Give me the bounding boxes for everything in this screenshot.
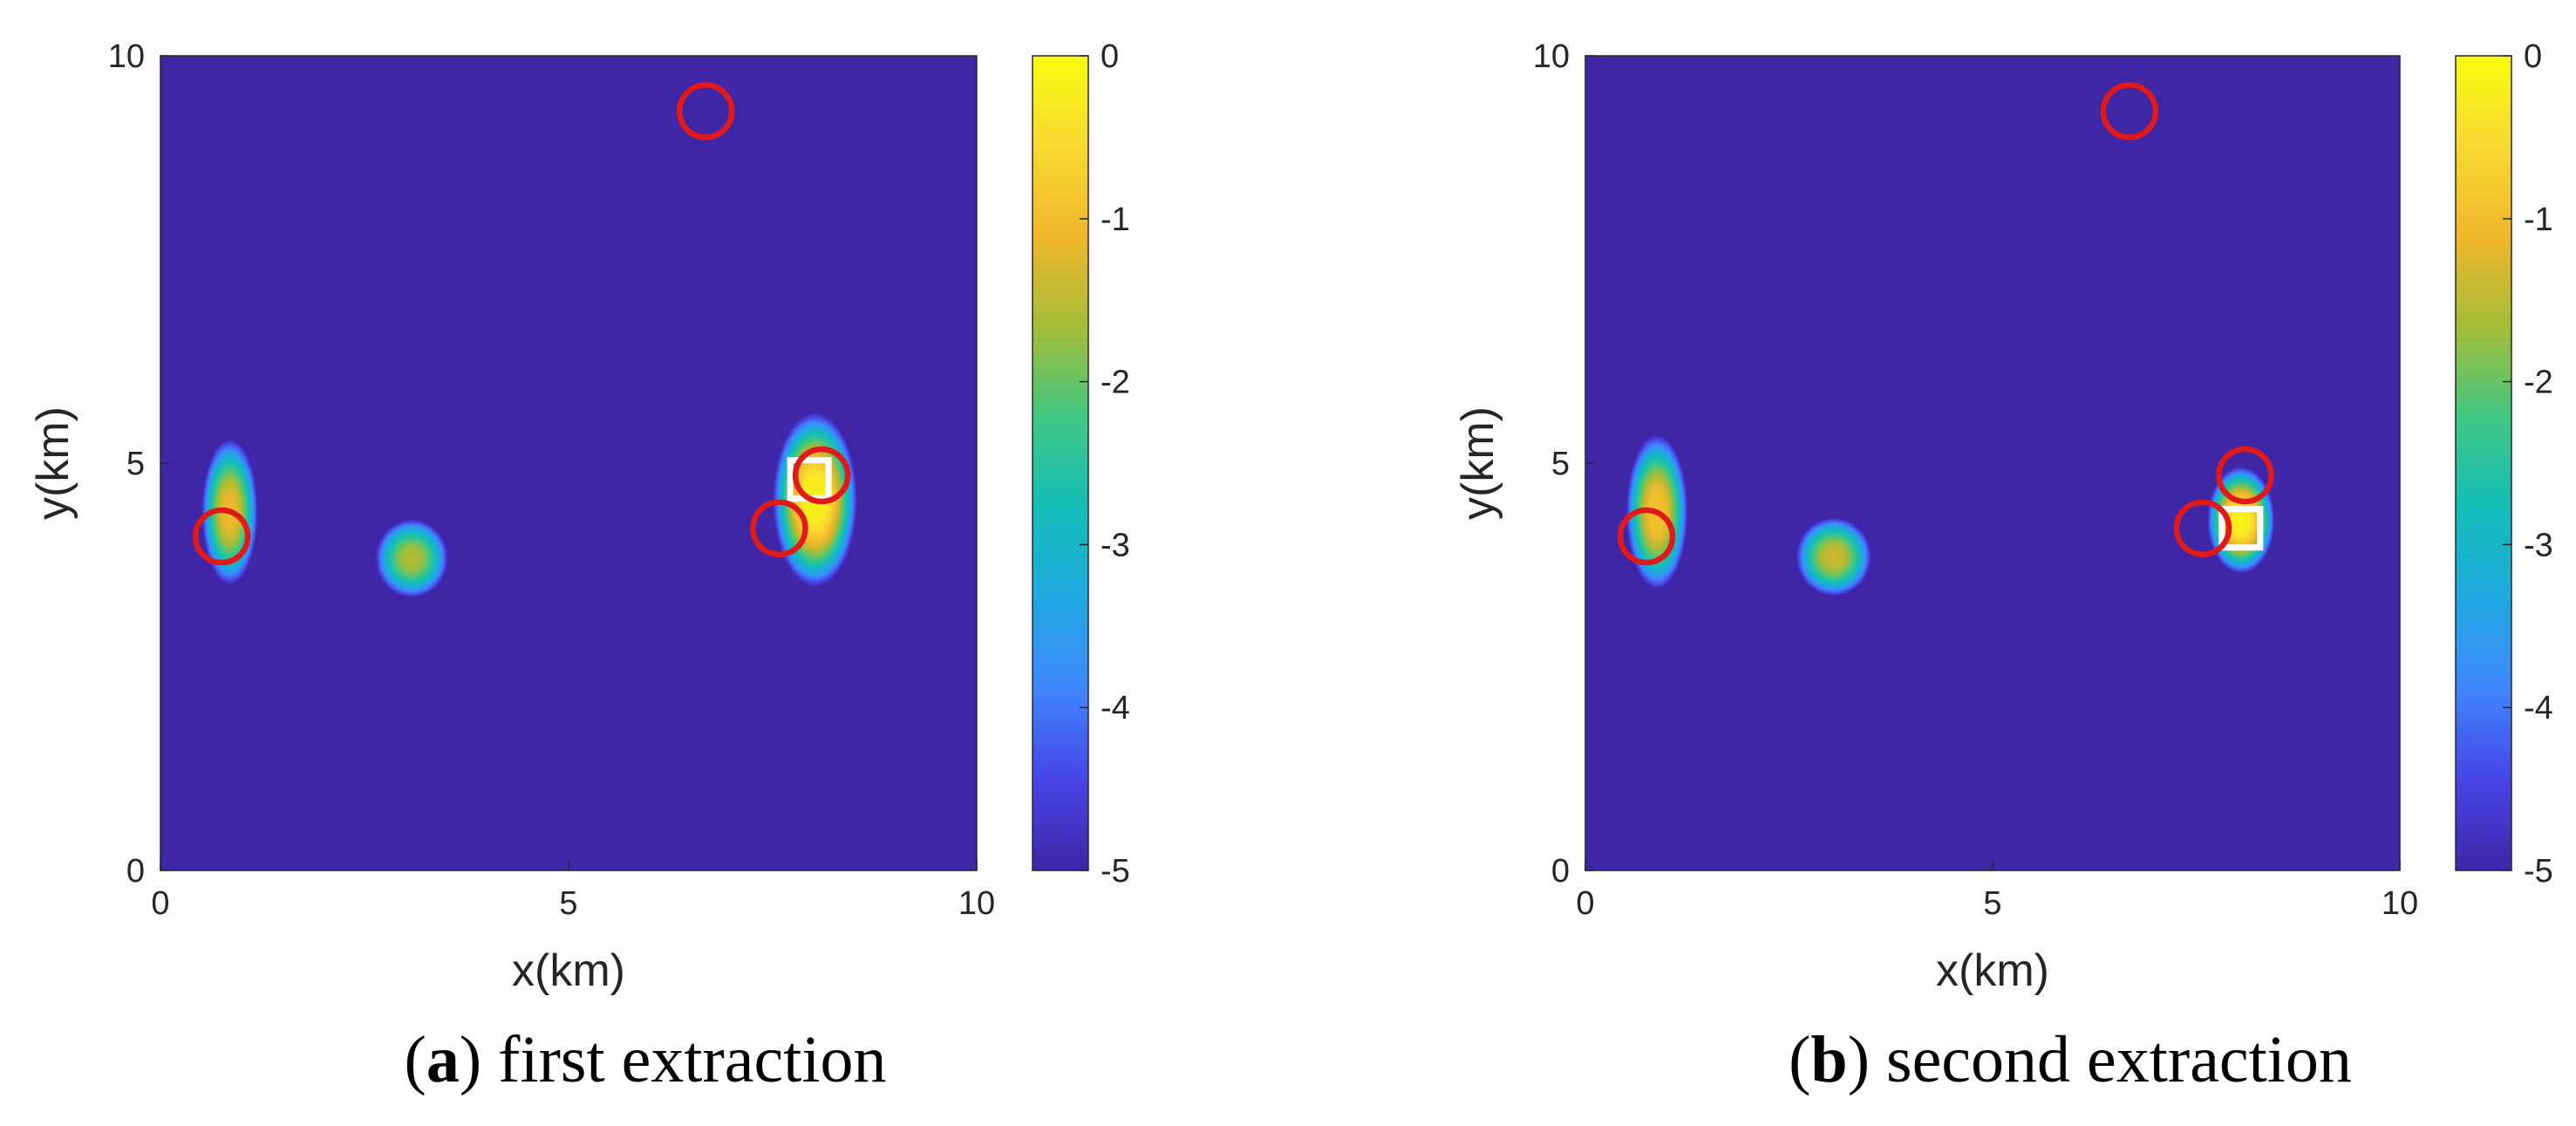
x-tick-label: 0	[1576, 885, 1594, 922]
caption-letter: b	[1810, 1023, 1847, 1096]
target-marker	[1617, 507, 1676, 566]
x-tick-label: 10	[958, 885, 995, 922]
panel-caption: (a) first extraction	[405, 1023, 887, 1096]
colorbar: 0 -1 -2 -3 -4 -5	[1032, 38, 1130, 890]
colorbar-tick-label: -3	[2524, 527, 2553, 563]
caption-paren-open: (	[1789, 1023, 1810, 1096]
y-tick-label: 10	[1533, 38, 1570, 75]
heatmap-peak-2	[1796, 518, 1871, 596]
colorbar-tick-label: -2	[1101, 365, 1130, 401]
panel-caption: (b) second extraction	[1789, 1023, 2352, 1096]
chart-panel-a: 0 5 10 0 5 10 x(km) y(km) 0 -1 -2 -3 -4 -5 (a) first e…	[28, 38, 1130, 1096]
y-tick-label: 0	[126, 853, 145, 890]
caption-text: first extraction	[498, 1023, 886, 1096]
colorbar-tick-label: 0	[2524, 38, 2542, 75]
plot-background	[1585, 56, 2400, 870]
y-tick-label: 5	[126, 446, 145, 482]
y-axis-label: y(km)	[28, 406, 78, 520]
x-tick-label: 5	[1983, 885, 2001, 922]
caption-letter: a	[426, 1023, 460, 1096]
colorbar-gradient	[2455, 55, 2512, 871]
colorbar-gradient	[1032, 55, 1089, 871]
caption-paren-close: )	[460, 1023, 498, 1096]
colorbar-tick-label: -5	[2524, 853, 2553, 890]
x-axis-label: x(km)	[1936, 945, 2049, 996]
target-marker	[2216, 446, 2274, 505]
caption-text: second extraction	[1886, 1023, 2352, 1096]
target-marker	[792, 446, 851, 505]
heatmap-contour	[2238, 515, 2245, 525]
colorbar-tick-label: -4	[2524, 690, 2553, 727]
plot-background	[160, 56, 977, 870]
x-tick-label: 0	[151, 885, 169, 922]
heatmap-contour	[1830, 553, 1837, 561]
y-axis-label: y(km)	[1453, 406, 1503, 520]
colorbar-tick-label: -5	[1101, 853, 1130, 890]
colorbar-tick-label: -2	[2524, 365, 2553, 401]
target-marker	[2100, 82, 2159, 140]
heatmap-peak-2	[376, 520, 448, 597]
estimate-marker	[2218, 506, 2264, 551]
colorbar-tick-label: -1	[1101, 201, 1130, 238]
colorbar: 0 -1 -2 -3 -4 -5	[2455, 38, 2553, 890]
y-tick-label: 5	[1551, 446, 1570, 482]
x-axis-label: x(km)	[512, 945, 625, 996]
target-marker	[676, 82, 735, 140]
y-tick-label: 10	[108, 38, 145, 75]
colorbar-tick-label: -4	[1101, 690, 1130, 727]
caption-paren-close: )	[1848, 1023, 1886, 1096]
colorbar-tick-label: -1	[2524, 201, 2553, 238]
x-tick-label: 5	[559, 885, 577, 922]
chart-panel-b: 0 5 10 0 5 10 x(km) y(km) 0 -1 -2 -3 -4 -5 (b) second …	[1453, 38, 2553, 1096]
target-marker	[2173, 499, 2232, 557]
colorbar-tick-label: 0	[1101, 38, 1119, 75]
caption-paren-open: (	[405, 1023, 426, 1096]
target-marker	[750, 499, 808, 557]
colorbar-tick-label: -3	[1101, 527, 1130, 563]
y-tick-label: 0	[1551, 853, 1570, 890]
x-tick-label: 10	[2382, 885, 2418, 922]
heatmap-contour	[408, 555, 415, 563]
target-marker	[192, 507, 251, 566]
